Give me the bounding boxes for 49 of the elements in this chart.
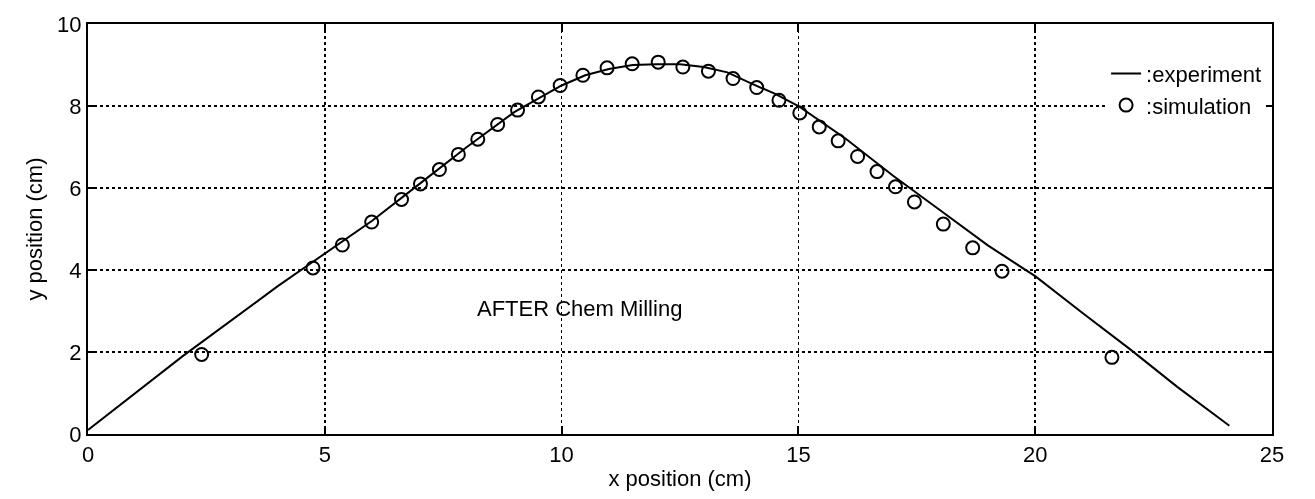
point	[830, 133, 846, 149]
point	[470, 131, 486, 147]
point	[749, 80, 765, 96]
legend-label: :simulation	[1146, 93, 1252, 119]
point	[888, 179, 903, 195]
x-tick-label: 20	[1022, 442, 1048, 468]
point	[530, 89, 546, 105]
point	[965, 240, 981, 256]
y-tick-label: 10	[57, 11, 82, 37]
point	[869, 164, 885, 180]
point	[431, 162, 447, 178]
point	[725, 71, 741, 87]
y-axis-title: y position (cm)	[22, 157, 48, 301]
point	[1104, 349, 1120, 365]
point	[412, 176, 428, 192]
point	[935, 216, 951, 232]
point	[552, 78, 568, 93]
annotation: AFTER Chem Milling	[477, 296, 683, 321]
y-tick-label: 2	[69, 339, 82, 365]
x-tick-label: 15	[786, 442, 811, 468]
point	[575, 67, 591, 83]
point	[599, 60, 615, 76]
x-tick-label: 10	[549, 442, 574, 468]
point	[700, 63, 716, 79]
y-tick-label: 6	[69, 175, 82, 201]
point	[305, 260, 321, 276]
y-tick-label: 4	[69, 257, 82, 283]
point	[906, 194, 922, 210]
point	[771, 92, 787, 108]
point	[850, 148, 866, 164]
point	[675, 59, 691, 75]
x-axis-title: x position (cm)	[608, 465, 752, 491]
x-tick-label: 5	[318, 442, 331, 468]
point	[792, 105, 808, 121]
point	[334, 237, 350, 253]
point	[624, 56, 640, 72]
point	[450, 146, 466, 162]
point	[364, 214, 380, 230]
point	[394, 191, 410, 207]
y-tick-label: 8	[69, 93, 82, 119]
legend-label: :experiment	[1146, 62, 1262, 88]
point	[811, 119, 827, 135]
y-tick-label: 0	[69, 421, 82, 447]
point	[194, 346, 210, 362]
x-tick-label: 25	[1259, 442, 1285, 468]
point	[510, 102, 526, 118]
point	[994, 263, 1010, 279]
point	[490, 116, 506, 132]
point	[650, 54, 666, 70]
